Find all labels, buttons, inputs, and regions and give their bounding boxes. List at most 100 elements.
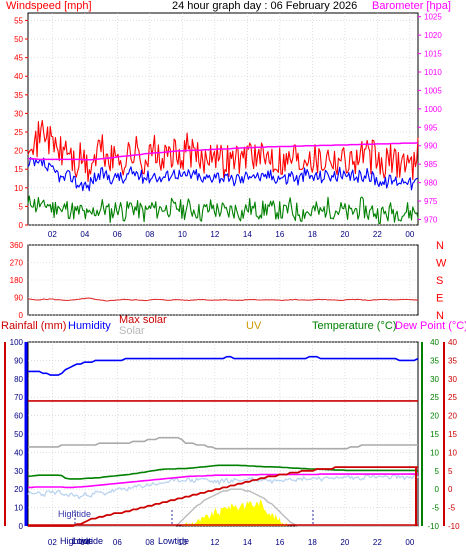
humidity-tick-label: 80 <box>14 375 23 384</box>
humidity-tick-label: 50 <box>14 430 23 439</box>
wind-gust-line <box>27 120 419 182</box>
wind-tick-label: 15 <box>14 165 23 174</box>
baro-tick-label: 985 <box>424 160 438 169</box>
wind-tick-label: 50 <box>14 35 23 44</box>
wind-tick-label: 40 <box>14 72 23 81</box>
humidity-tick-label: 20 <box>14 485 23 494</box>
wind-x-tick-label: 10 <box>178 230 187 239</box>
temperature-tick-label: -5 <box>432 504 440 513</box>
baro-tick-label: 975 <box>424 197 438 206</box>
humidity-tick-label: 0 <box>19 522 24 531</box>
wind-tick-label: 5 <box>19 202 24 211</box>
weather-x-tick-label: 14 <box>243 538 252 547</box>
solar-gray-line <box>28 436 418 450</box>
humidity-label: Humidity <box>68 320 111 332</box>
dewpoint-line <box>28 473 418 489</box>
baro-tick-label: 1000 <box>424 105 442 114</box>
direction-tick-label: 0 <box>19 311 24 320</box>
wind-tick-label: 20 <box>14 147 23 156</box>
temperature-tick-label: 30 <box>430 375 439 384</box>
wind-plot-area <box>27 12 419 226</box>
wind-axis-label: Windspeed [mph] <box>6 0 92 12</box>
humidity-line <box>28 355 419 376</box>
baro-tick-label: 1015 <box>424 50 442 59</box>
temperature-tick-label: 20 <box>430 412 439 421</box>
wind-x-tick-label: 14 <box>243 230 252 239</box>
dewpoint-tick-label: -5 <box>448 504 456 513</box>
temperature-tick-label: 15 <box>430 430 439 439</box>
direction-compass-label: S <box>436 275 443 287</box>
direction-tick-label: 180 <box>10 276 24 285</box>
temperature-label: Temperature (°C) <box>312 320 396 332</box>
wind-tick-label: 30 <box>14 109 23 118</box>
humidity-tick-label: 90 <box>14 356 23 365</box>
wind-tick-label: 10 <box>14 184 23 193</box>
wind-x-tick-label: 18 <box>308 230 317 239</box>
dewpoint-tick-label: 30 <box>448 375 457 384</box>
weather-x-tick-label: 06 <box>113 538 122 547</box>
humidity-tick-label: 40 <box>14 448 23 457</box>
weather-x-tick-label: 20 <box>340 538 349 547</box>
humidity-tick-label: 10 <box>14 504 23 513</box>
wind-tick-label: 45 <box>14 54 23 63</box>
weather-x-tick-label: 02 <box>48 538 57 547</box>
dewpoint-tick-label: -10 <box>448 522 460 531</box>
temperature-tick-label: 35 <box>430 356 439 365</box>
humidity-tick-label: 60 <box>14 412 23 421</box>
weather-x-tick-label: 10 <box>178 538 187 547</box>
wind-direction-line <box>27 297 419 302</box>
wind-tick-label: 25 <box>14 128 23 137</box>
max-solar-line <box>28 488 418 527</box>
humidity-tick-label: 100 <box>10 338 24 347</box>
baro-tick-label: 990 <box>424 142 438 151</box>
wind-tick-label: 35 <box>14 91 23 100</box>
wind-tick-label: 55 <box>14 16 23 25</box>
direction-compass-label: N <box>436 240 444 252</box>
solar-label: Solar <box>119 325 145 337</box>
temperature-tick-label: 5 <box>435 467 440 476</box>
wind-x-tick-label: 04 <box>80 230 89 239</box>
baro-tick-label: 995 <box>424 123 438 132</box>
baro-tick-label: 980 <box>424 179 438 188</box>
rainfall-label: Rainfall (mm) <box>1 320 66 332</box>
dewpoint-tick-label: 5 <box>448 467 453 476</box>
baro-tick-label: 1020 <box>424 31 442 40</box>
baro-tick-label: 970 <box>424 215 438 224</box>
wind-average-line <box>27 157 419 192</box>
dewpoint-tick-label: 15 <box>448 430 457 439</box>
baro-tick-label: 1010 <box>424 68 442 77</box>
temperature-tick-label: 10 <box>430 448 439 457</box>
direction-tick-label: 270 <box>10 259 24 268</box>
wind-x-tick-label: 00 <box>405 230 414 239</box>
wind-low-line <box>27 195 419 224</box>
hightide-axis-label: Hightide <box>60 536 93 546</box>
max-solar-label: Max solar <box>119 314 167 326</box>
temperature-tick-label: 40 <box>430 338 439 347</box>
wind-x-tick-label: 02 <box>48 230 57 239</box>
uv-label: UV <box>246 320 262 332</box>
direction-tick-label: 90 <box>14 294 23 303</box>
weather-x-tick-label: 04 <box>80 538 89 547</box>
wind-x-tick-label: 06 <box>113 230 122 239</box>
graph-title: 24 hour graph day : 06 February 2026 <box>172 0 357 12</box>
direction-tick-label: 360 <box>10 241 24 250</box>
temperature-tick-label: 25 <box>430 393 439 402</box>
dewpoint-tick-label: 35 <box>448 356 457 365</box>
humidity-tick-label: 70 <box>14 393 23 402</box>
weather-x-tick-label: 00 <box>405 538 414 547</box>
barometer-line <box>28 142 419 161</box>
rainfall-line <box>28 466 418 527</box>
weather-x-tick-label: 12 <box>210 538 219 547</box>
dewpoint-label: Dew Point (°C) <box>395 320 466 332</box>
dewpoint-tick-label: 20 <box>448 412 457 421</box>
humidity-tick-label: 30 <box>14 467 23 476</box>
dewpoint-tick-label: 10 <box>448 448 457 457</box>
wind-x-tick-label: 08 <box>145 230 154 239</box>
direction-compass-label: W <box>436 258 447 270</box>
weather-x-tick-label: 22 <box>373 538 382 547</box>
solar-area <box>28 499 418 526</box>
hightide-label: Hightide <box>58 509 91 519</box>
temperature-line <box>27 464 419 480</box>
lowtide-axis-label: Lowtide <box>72 536 103 546</box>
